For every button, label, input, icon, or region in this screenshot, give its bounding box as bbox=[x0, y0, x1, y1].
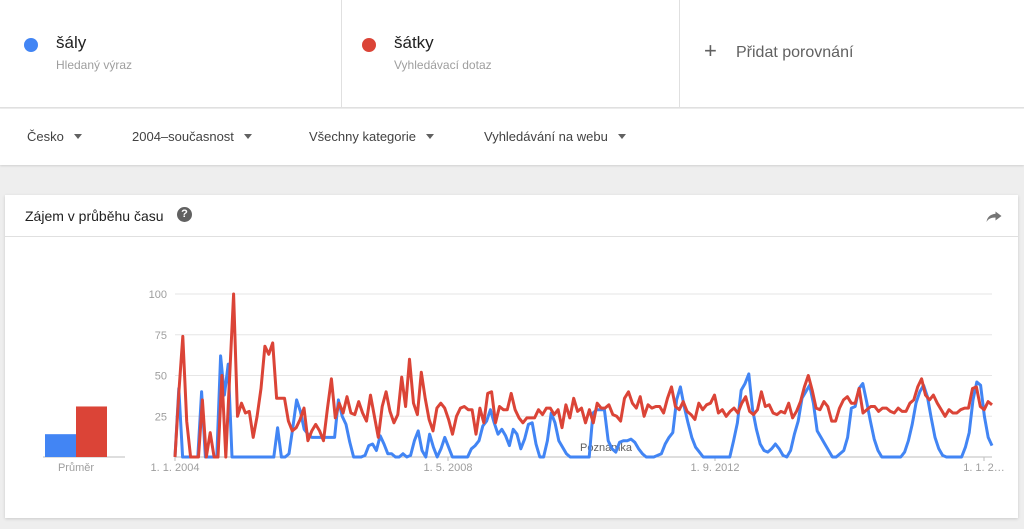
series-line-satky bbox=[173, 292, 993, 459]
y-tick-label: 75 bbox=[155, 330, 167, 342]
region-value[interactable]: Česko bbox=[27, 129, 64, 144]
search-type-dropdown[interactable]: Vyhledávání na webu bbox=[484, 129, 626, 144]
help-icon[interactable]: ? bbox=[177, 207, 192, 222]
y-tick-label: 100 bbox=[149, 289, 167, 301]
share-icon[interactable] bbox=[985, 207, 1003, 225]
x-tick-label: 1. 1. 2… bbox=[963, 462, 1005, 474]
caret-down-icon[interactable] bbox=[73, 134, 82, 139]
term-subtitle: Vyhledávací dotaz bbox=[394, 58, 492, 72]
region-dropdown[interactable]: Česko bbox=[27, 129, 82, 144]
average-bar bbox=[76, 406, 107, 457]
filter-bar: Česko 2004–současnost Všechny kategorie … bbox=[0, 109, 1024, 165]
x-tick-label: 1. 9. 2012 bbox=[691, 462, 740, 474]
interest-over-time-card: Zájem v průběhu času ? 100 75 50 25 1. 1. 20… bbox=[5, 195, 1018, 518]
card-title: Zájem v průběhu času bbox=[25, 208, 164, 224]
term-name[interactable]: šály bbox=[56, 33, 87, 52]
category-value[interactable]: Všechny kategorie bbox=[309, 129, 416, 144]
interest-chart: 100 75 50 25 1. 1. 2004 1. 5. 2008 1. 9. 2012 1… bbox=[43, 289, 1005, 474]
comparison-bar: šály Hledaný výraz šátky Vyhledávací dot… bbox=[0, 0, 1024, 108]
term-satky[interactable]: šátky Vyhledávací dotaz bbox=[342, 0, 680, 108]
average-bar bbox=[45, 434, 76, 457]
add-comparison-button[interactable]: + Přidat porovnání bbox=[680, 0, 1024, 108]
card-header: Zájem v průběhu času ? bbox=[5, 195, 1018, 237]
y-tick-label: 25 bbox=[155, 411, 167, 423]
note-label: Poznámka bbox=[580, 442, 633, 454]
series-color-dot bbox=[362, 38, 376, 52]
add-comparison-label[interactable]: Přidat porovnání bbox=[736, 44, 854, 61]
search-type-value[interactable]: Vyhledávání na webu bbox=[484, 129, 608, 144]
category-dropdown[interactable]: Všechny kategorie bbox=[309, 129, 434, 144]
period-value[interactable]: 2004–současnost bbox=[132, 129, 234, 144]
term-subtitle: Hledaný výraz bbox=[56, 58, 133, 72]
x-tick-label: 1. 1. 2004 bbox=[151, 462, 200, 474]
plus-icon[interactable]: + bbox=[704, 38, 717, 63]
series-color-dot bbox=[24, 38, 38, 52]
term-saly[interactable]: šály Hledaný výraz bbox=[4, 0, 342, 108]
caret-down-icon[interactable] bbox=[617, 134, 626, 139]
average-label: Průměr bbox=[58, 462, 94, 474]
term-name[interactable]: šátky bbox=[394, 33, 434, 52]
period-dropdown[interactable]: 2004–současnost bbox=[132, 129, 252, 144]
x-tick-label: 1. 5. 2008 bbox=[424, 462, 473, 474]
caret-down-icon[interactable] bbox=[425, 134, 434, 139]
caret-down-icon[interactable] bbox=[243, 134, 252, 139]
y-tick-label: 50 bbox=[155, 371, 167, 383]
